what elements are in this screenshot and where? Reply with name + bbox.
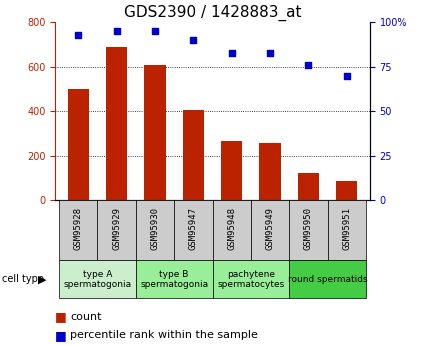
Bar bbox=[106, 47, 127, 200]
Point bbox=[75, 32, 82, 38]
Bar bbox=[212, 200, 251, 260]
Text: type B
spermatogonia: type B spermatogonia bbox=[140, 270, 208, 289]
Bar bbox=[174, 200, 212, 260]
Point bbox=[152, 29, 159, 34]
Text: GSM95949: GSM95949 bbox=[266, 207, 275, 250]
Bar bbox=[336, 180, 357, 200]
Text: GSM95950: GSM95950 bbox=[304, 207, 313, 250]
Bar bbox=[59, 260, 136, 298]
Text: round spermatids: round spermatids bbox=[288, 275, 367, 284]
Text: ▶: ▶ bbox=[38, 275, 47, 284]
Text: GSM95930: GSM95930 bbox=[150, 207, 159, 250]
Bar bbox=[289, 200, 328, 260]
Bar bbox=[97, 200, 136, 260]
Text: type A
spermatogonia: type A spermatogonia bbox=[63, 270, 131, 289]
Bar bbox=[144, 65, 165, 200]
Bar bbox=[328, 200, 366, 260]
Bar bbox=[298, 174, 319, 200]
Bar bbox=[251, 200, 289, 260]
Bar bbox=[212, 260, 289, 298]
Bar bbox=[289, 260, 366, 298]
Bar bbox=[183, 110, 204, 200]
Text: ■: ■ bbox=[55, 329, 67, 342]
Title: GDS2390 / 1428883_at: GDS2390 / 1428883_at bbox=[124, 5, 301, 21]
Point bbox=[190, 37, 197, 43]
Text: count: count bbox=[70, 312, 102, 322]
Text: GSM95951: GSM95951 bbox=[342, 207, 351, 250]
Text: pachytene
spermatocytes: pachytene spermatocytes bbox=[217, 270, 284, 289]
Bar bbox=[221, 141, 242, 200]
Text: GSM95929: GSM95929 bbox=[112, 207, 121, 250]
Text: percentile rank within the sample: percentile rank within the sample bbox=[70, 331, 258, 340]
Text: cell type: cell type bbox=[2, 275, 44, 284]
Text: GSM95928: GSM95928 bbox=[74, 207, 83, 250]
Point bbox=[266, 50, 273, 56]
Point bbox=[113, 29, 120, 34]
Text: ■: ■ bbox=[55, 310, 67, 323]
Bar bbox=[68, 89, 89, 200]
Point bbox=[228, 50, 235, 56]
Point bbox=[305, 62, 312, 68]
Bar bbox=[59, 200, 97, 260]
Text: GSM95947: GSM95947 bbox=[189, 207, 198, 250]
Point bbox=[343, 73, 350, 78]
Text: GSM95948: GSM95948 bbox=[227, 207, 236, 250]
Bar bbox=[136, 200, 174, 260]
Bar bbox=[136, 260, 212, 298]
Bar bbox=[260, 144, 280, 200]
